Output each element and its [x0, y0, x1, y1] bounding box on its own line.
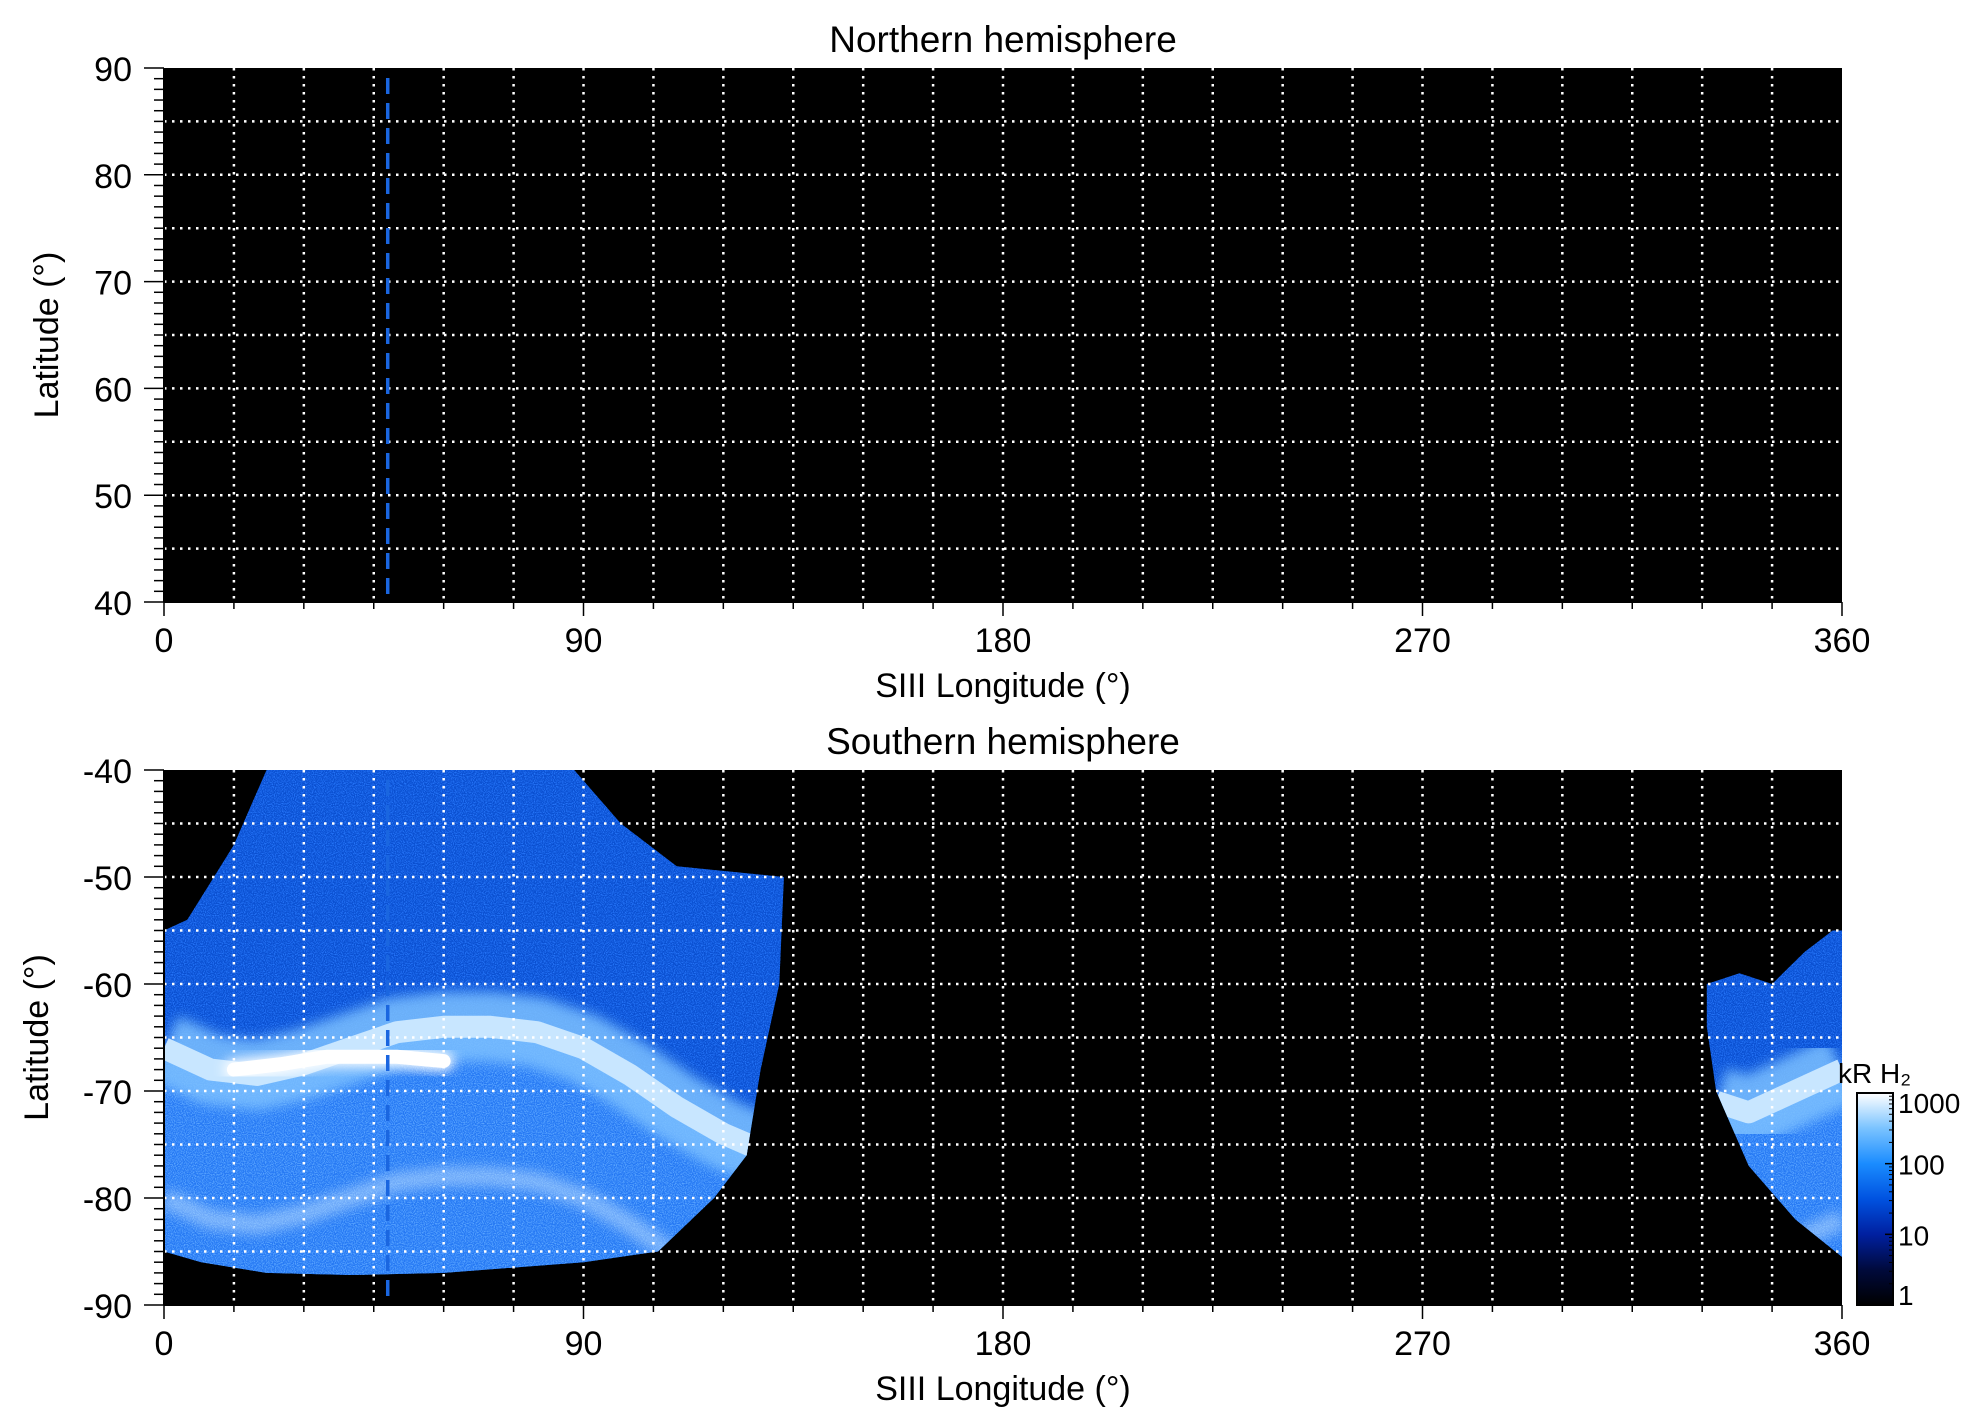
- y-tick-label: -50: [83, 860, 132, 898]
- panel-title: Southern hemisphere: [826, 721, 1180, 762]
- y-tick-label: -40: [83, 753, 132, 791]
- x-tick-label: 360: [1814, 622, 1871, 660]
- plot-area: [164, 770, 1842, 1305]
- x-axis-label: SIII Longitude (°): [875, 667, 1131, 705]
- y-axis-label: Latitude (°): [28, 252, 66, 419]
- y-tick-label: 40: [94, 585, 132, 623]
- x-tick-label: 270: [1394, 622, 1451, 660]
- y-tick-label: 50: [94, 478, 132, 516]
- plot-area: [164, 68, 1842, 602]
- colorbar-label: kR H₂: [1838, 1058, 1911, 1089]
- y-tick-label: 80: [94, 158, 132, 196]
- peak-emission: [226, 1049, 451, 1077]
- y-axis-label: Latitude (°): [18, 954, 56, 1121]
- x-tick-label: 0: [155, 1325, 174, 1363]
- main-oval: [1712, 1059, 1842, 1124]
- colorbar: kR H₂ 1 10 100 1000: [1838, 1058, 1960, 1311]
- oval-band: [164, 991, 775, 1276]
- colorbar-gradient-bar: [1856, 1092, 1894, 1306]
- x-tick-label: 0: [155, 622, 174, 660]
- panel-title: Northern hemisphere: [829, 19, 1177, 60]
- y-tick-label: 90: [94, 51, 132, 89]
- colorbar-tick-label: 1: [1898, 1280, 1914, 1311]
- colorbar-tick-label: 10: [1898, 1220, 1929, 1251]
- colorbar-tick-label: 1000: [1898, 1088, 1960, 1119]
- x-tick-label: 270: [1394, 1325, 1451, 1363]
- y-tick-label: 60: [94, 371, 132, 409]
- x-tick-label: 90: [565, 1325, 603, 1363]
- x-tick-label: 180: [975, 1325, 1032, 1363]
- y-tick-label: -60: [83, 967, 132, 1005]
- emission-coverage-west: [164, 770, 784, 1276]
- panel-south: Southern hemisphere -90 -80 -70 -60 -50 -40 0 90…: [18, 721, 1870, 1408]
- y-tick-label: -90: [83, 1288, 132, 1326]
- x-tick-label: 360: [1814, 1325, 1871, 1363]
- colorbar-tick-label: 100: [1898, 1150, 1945, 1181]
- panel-north: Northern hemisphere 40 50 60 70 80 90 0 90 180 270…: [28, 19, 1870, 705]
- x-axis-label: SIII Longitude (°): [875, 1370, 1131, 1408]
- x-tick-label: 180: [975, 622, 1032, 660]
- y-tick-label: -80: [83, 1181, 132, 1219]
- x-tick-label: 90: [565, 622, 603, 660]
- y-tick-label: 70: [94, 265, 132, 303]
- y-tick-label: -70: [83, 1074, 132, 1112]
